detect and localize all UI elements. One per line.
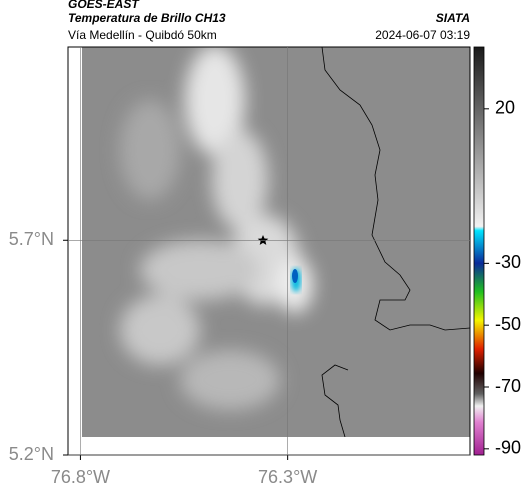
colorbar-tick-label: -90 bbox=[495, 438, 521, 458]
datetime: 2024-06-07 03:19 bbox=[375, 28, 470, 42]
colorbar-tick-label: -30 bbox=[495, 252, 521, 272]
location-marker bbox=[257, 235, 269, 245]
location: Vía Medellín - Quibdó 50km bbox=[68, 28, 217, 42]
title: GOES-EAST bbox=[68, 0, 140, 11]
source: SIATA bbox=[436, 11, 470, 25]
y-tick-label: 5.7°N bbox=[9, 229, 54, 249]
colorbar-tick-label: -50 bbox=[495, 314, 521, 334]
y-tick-label: 5.2°N bbox=[9, 444, 54, 464]
colorbar bbox=[473, 46, 485, 456]
x-tick-label: 76.3°W bbox=[258, 467, 317, 487]
colorbar-tick-label: 20 bbox=[495, 98, 515, 118]
colorbar-tick-label: -70 bbox=[495, 376, 521, 396]
satellite-image bbox=[82, 47, 470, 437]
subtitle: Temperatura de Brillo CH13 bbox=[68, 11, 226, 25]
x-tick-label: 76.8°W bbox=[51, 467, 110, 487]
